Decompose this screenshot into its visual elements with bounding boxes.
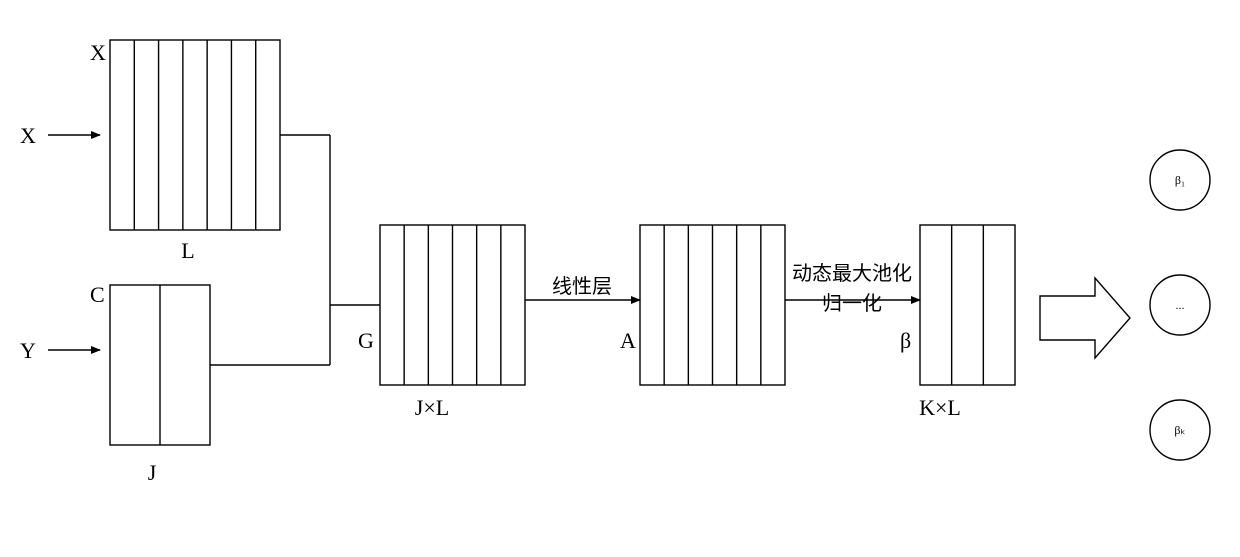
block-beta-bottom-label: K×L <box>919 395 961 420</box>
block-x-bottom-label: L <box>181 238 194 263</box>
block-x-side-label: X <box>90 40 106 65</box>
block-beta-side-label: β <box>900 328 911 353</box>
input-label-x: X <box>20 123 36 148</box>
block-c-bottom-label: J <box>148 460 157 485</box>
block-g-side-label: G <box>358 328 374 353</box>
output-circle-label-2: βₖ <box>1174 423 1185 437</box>
output-circle-label-1: ... <box>1176 298 1185 312</box>
output-circle-label-0: β₁ <box>1175 173 1185 187</box>
block-g-bottom-label: J×L <box>415 395 449 420</box>
block-x <box>110 40 280 230</box>
arrow-g-to-a-label1: 线性层 <box>552 275 612 298</box>
block-c-side-label: C <box>90 282 105 307</box>
diagram-canvas: X Y X L C J G J×L Aβ K×L 线性层 动态最大池化归一化 β₁... βₖ <box>0 0 1240 557</box>
output-block-arrow <box>1040 278 1130 358</box>
arrow-a-to-beta-label2: 归一化 <box>822 292 882 315</box>
block-beta <box>920 225 1015 385</box>
block-a-side-label: A <box>620 328 636 353</box>
input-label-y: Y <box>20 338 36 363</box>
arrow-a-to-beta-label1: 动态最大池化 <box>792 262 912 285</box>
